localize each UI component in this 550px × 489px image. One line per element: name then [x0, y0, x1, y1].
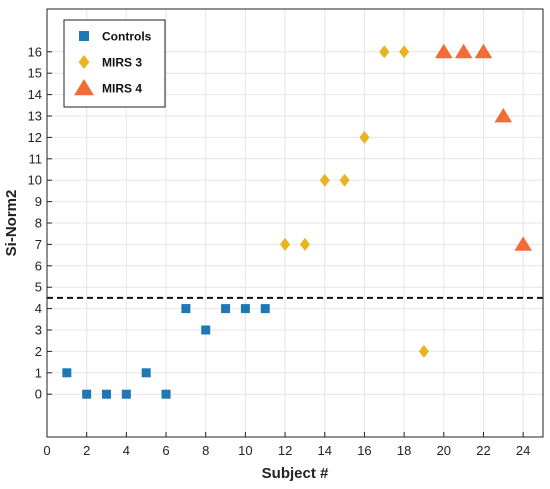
data-point [260, 304, 270, 314]
x-axis-title: Subject # [262, 465, 329, 482]
data-point [454, 43, 473, 59]
legend-marker [78, 55, 90, 69]
y-tick-label: 11 [29, 151, 43, 166]
data-point [339, 173, 350, 187]
y-tick-label: 9 [35, 194, 42, 209]
y-tick-label: 12 [28, 130, 42, 145]
y-tick-label: 16 [28, 44, 42, 59]
y-tick-label: 0 [35, 387, 42, 402]
data-point [82, 389, 92, 399]
x-tick-label: 2 [83, 443, 90, 458]
data-point [379, 45, 390, 59]
x-tick-label: 6 [162, 443, 169, 458]
data-point [161, 389, 171, 399]
y-tick-label: 3 [35, 323, 42, 338]
x-tick-label: 10 [238, 443, 252, 458]
legend-marker [74, 79, 94, 96]
legend-items: Controls MIRS 3 MIRS 4 [74, 30, 152, 96]
y-tick-label: 13 [28, 109, 42, 124]
legend-label: MIRS 3 [102, 56, 142, 70]
data-point [418, 344, 430, 358]
x-tick-label: 14 [318, 443, 332, 458]
x-tick-label: 16 [357, 443, 371, 458]
data-point [201, 325, 211, 335]
y-tick-label: 10 [28, 173, 42, 188]
x-tick-label: 0 [43, 443, 50, 458]
data-point [280, 237, 291, 251]
data-points [62, 43, 532, 399]
x-tick-label: 8 [202, 443, 209, 458]
data-point [121, 389, 131, 399]
x-tick-label: 22 [476, 443, 490, 458]
data-point [102, 389, 112, 399]
data-point [62, 368, 72, 378]
y-tick-label: 14 [28, 87, 42, 102]
x-tick-label: 18 [397, 443, 411, 458]
legend: Controls MIRS 3 MIRS 4 [63, 19, 166, 108]
data-point [240, 304, 250, 314]
x-tick-label: 4 [123, 443, 130, 458]
data-point [514, 236, 532, 251]
y-tick-label: 1 [35, 365, 42, 380]
data-point [181, 304, 191, 314]
y-tick-label: 6 [35, 258, 42, 273]
tick-labels: 0 2 4 6 8 10 12 14 16 18 20 22 240123456789101112131… [28, 44, 531, 458]
y-tick-label: 8 [35, 216, 42, 231]
data-point [435, 43, 453, 59]
legend-label: Controls [102, 30, 152, 44]
series-mirs-3 [280, 45, 430, 358]
legend-label: MIRS 4 [102, 82, 142, 96]
x-tick-label: 24 [516, 443, 530, 458]
plot-frame [46, 8, 544, 438]
x-tick-label: 20 [437, 443, 451, 458]
data-point [141, 368, 151, 378]
x-tick-label: 12 [278, 443, 292, 458]
y-tick-label: 2 [35, 344, 42, 359]
y-tick-label: 4 [35, 301, 42, 316]
data-point [359, 130, 370, 144]
y-axis-title: Si-Norm2 [3, 190, 20, 257]
data-point [474, 43, 493, 59]
y-tick-label: 7 [35, 237, 42, 252]
data-point [319, 173, 330, 187]
y-tick-label: 5 [35, 280, 42, 295]
data-point [494, 108, 513, 123]
data-point [399, 45, 410, 59]
series-mirs-4 [435, 43, 532, 251]
data-point [299, 237, 310, 251]
legend-marker [79, 31, 89, 41]
data-point [221, 304, 231, 314]
series-controls [62, 304, 270, 399]
y-tick-label: 15 [28, 66, 42, 81]
